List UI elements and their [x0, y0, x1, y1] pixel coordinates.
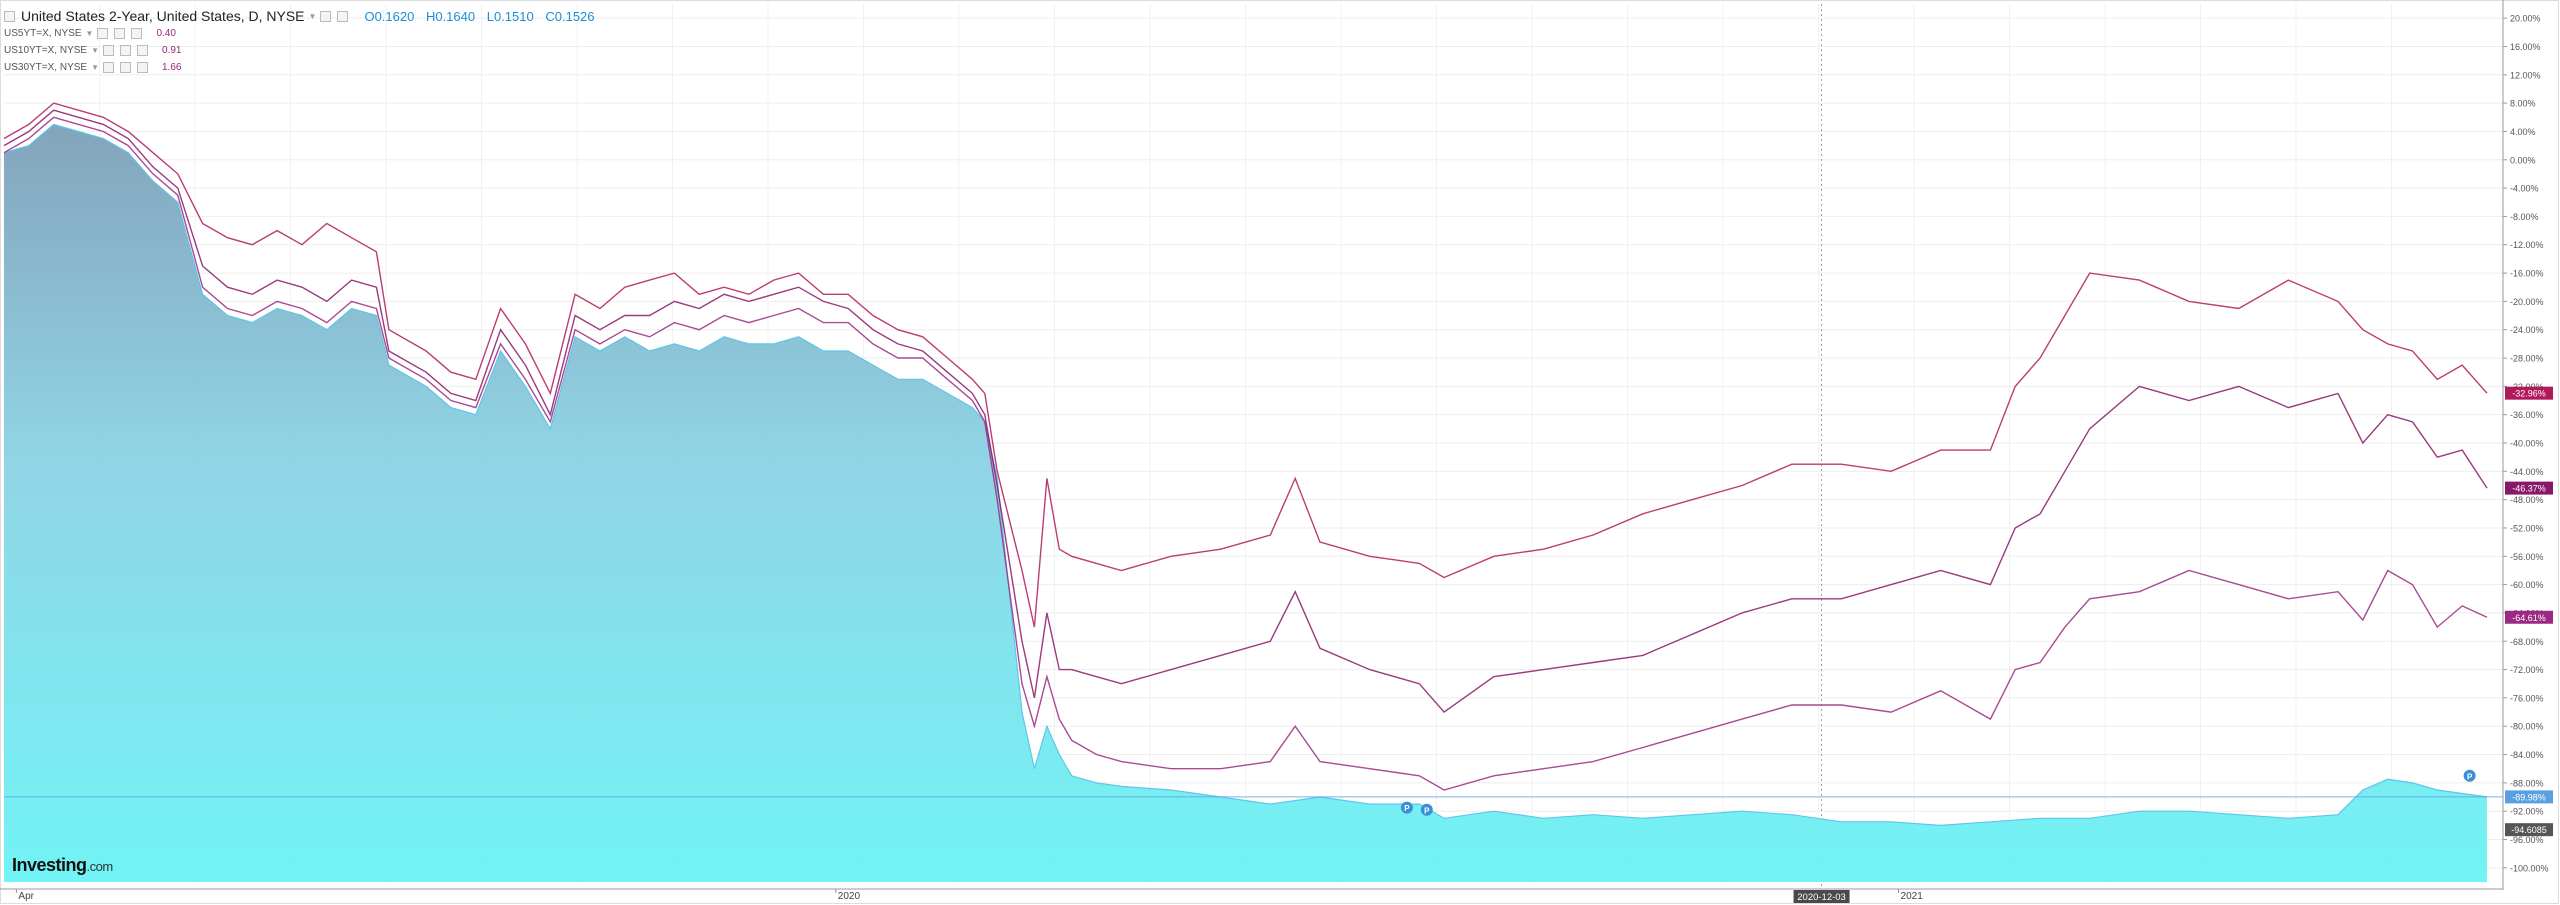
y-tick-label: -8.00% [2510, 212, 2539, 222]
legend-row[interactable]: US10YT=X, NYSE ▼ 0.91 [4, 42, 603, 59]
y-tick-label: -60.00% [2510, 580, 2544, 590]
y-tick-label: -96.00% [2510, 835, 2544, 845]
series-line [3, 109, 2488, 714]
crosshair-date-box [1793, 890, 1850, 903]
y-tick-label: 12.00% [2510, 70, 2541, 80]
end-label-box [2505, 481, 2553, 495]
series-label: US30YT=X, NYSE [4, 62, 88, 73]
end-label-box [2505, 610, 2553, 624]
series-label: US5YT=X, NYSE [4, 28, 82, 39]
event-marker-label: P [2467, 772, 2473, 781]
y-tick-label: -36.00% [2510, 410, 2544, 420]
y-tick-label: -56.00% [2510, 552, 2544, 562]
chevron-down-icon[interactable]: ▼ [85, 29, 94, 38]
ohlc-readout: O0.1620 H0.1640 L0.1510 C0.1526 [364, 8, 602, 25]
x-tick-label: 2021 [1901, 891, 1924, 902]
x-tick-label: 2020 [838, 891, 861, 902]
end-label-text: -32.96% [2512, 389, 2546, 399]
y-tick-label: -84.00% [2510, 750, 2544, 760]
series-value: 0.40 [156, 28, 176, 39]
event-marker [1420, 803, 1433, 816]
visibility-icon[interactable] [103, 45, 115, 56]
y-tick-label: 0.00% [2510, 155, 2536, 165]
y-tick-label: -28.00% [2510, 354, 2544, 364]
end-label-text: -94.6085 [2511, 825, 2547, 835]
y-tick-label: -12.00% [2510, 240, 2544, 250]
y-tick-label: -44.00% [2510, 467, 2544, 477]
close-icon[interactable] [137, 45, 149, 56]
markers-layer: P P P [1400, 769, 2476, 816]
chevron-down-icon[interactable]: ▼ [91, 46, 100, 55]
open-value: O0.1620 [364, 9, 415, 24]
crosshair-date-label: 2020-12-03 [1797, 892, 1846, 903]
y-tick-label: -92.00% [2510, 807, 2544, 817]
end-labels-layer: -32.96% -46.37% -64.61% -89.98% -94.6085 [2505, 386, 2553, 837]
low-value: L0.1510 [486, 9, 534, 24]
close-value: C0.1526 [545, 9, 595, 24]
y-tick-label: -4.00% [2510, 184, 2539, 194]
close-icon[interactable] [337, 11, 349, 22]
series-value: 0.91 [162, 45, 182, 56]
series-label: US10YT=X, NYSE [4, 45, 88, 56]
x-axis: Apr 2020 2021 2020-12-03 [0, 888, 2503, 903]
y-tick-label: -16.00% [2510, 269, 2544, 279]
y-tick-label: -80.00% [2510, 722, 2544, 732]
end-label-box [2505, 386, 2553, 400]
y-tick-label: 4.00% [2510, 127, 2536, 137]
y-tick-label: -48.00% [2510, 495, 2544, 505]
y-tick-label: -76.00% [2510, 693, 2544, 703]
x-tick-label: Apr [18, 891, 34, 902]
y-tick-label: -72.00% [2510, 665, 2544, 675]
end-label-text: -89.98% [2512, 792, 2546, 802]
y-tick-label: -20.00% [2510, 297, 2544, 307]
legend-row[interactable]: US30YT=X, NYSE ▼ 1.66 [4, 59, 603, 76]
end-label-box [2505, 823, 2553, 837]
end-label-box [2505, 790, 2553, 804]
close-icon[interactable] [137, 62, 149, 73]
legend-row[interactable]: US5YT=X, NYSE ▼ 0.40 [4, 25, 603, 42]
event-marker-label: P [1424, 806, 1430, 815]
y-tick-label: 8.00% [2510, 99, 2536, 109]
event-marker [1400, 801, 1413, 814]
visibility-icon[interactable] [97, 28, 109, 39]
area-fill-2yr [4, 124, 2487, 882]
instrument-title[interactable]: United States 2-Year, United States, D, … [21, 8, 305, 24]
settings-icon[interactable] [114, 28, 126, 39]
y-tick-label: -40.00% [2510, 439, 2544, 449]
end-label-text: -46.37% [2512, 484, 2546, 494]
logo-text: Investing [12, 855, 87, 875]
y-tick-label: -68.00% [2510, 637, 2544, 647]
logo-suffix: .com [86, 859, 114, 874]
high-value: H0.1640 [425, 9, 476, 24]
collapse-icon[interactable] [4, 11, 15, 22]
investing-logo: Investing.com [12, 855, 113, 876]
lines-layer [3, 102, 2488, 791]
y-tick-label: 20.00% [2510, 14, 2541, 24]
chevron-down-icon[interactable]: ▼ [91, 63, 100, 72]
chart-legend: United States 2-Year, United States, D, … [4, 8, 603, 76]
y-tick-label: -88.00% [2510, 778, 2544, 788]
settings-icon[interactable] [120, 62, 132, 73]
y-tick-label: -52.00% [2510, 523, 2544, 533]
settings-icon[interactable] [120, 45, 132, 56]
event-marker-label: P [1404, 804, 1410, 813]
series-line [3, 102, 2488, 628]
series-line [3, 116, 2488, 791]
event-marker [2463, 769, 2476, 782]
end-label-text: -64.61% [2512, 613, 2546, 623]
visibility-icon[interactable] [103, 62, 115, 73]
close-icon[interactable] [131, 28, 143, 39]
settings-icon[interactable] [320, 11, 332, 22]
y-axis: 20.00% 16.00% 12.00% 8.00% 4.00% 0.00% -4.00% -… [2502, 0, 2549, 890]
area-layer [3, 123, 2503, 882]
y-tick-label: -100.00% [2510, 863, 2549, 873]
chevron-down-icon[interactable]: ▼ [308, 12, 317, 21]
series-value: 1.66 [162, 62, 182, 73]
y-tick-label: -24.00% [2510, 325, 2544, 335]
y-tick-label: 16.00% [2510, 42, 2541, 52]
area-line-2yr [3, 123, 2488, 827]
